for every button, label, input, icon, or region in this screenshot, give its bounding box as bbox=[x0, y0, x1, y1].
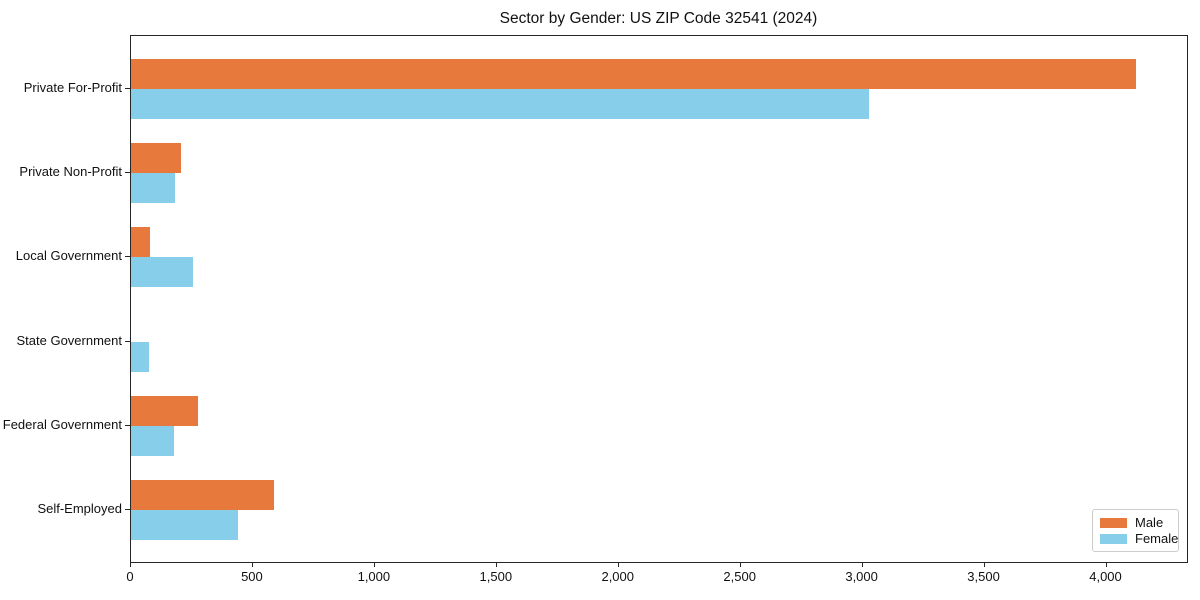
bar-female-private-non-profit bbox=[131, 173, 175, 204]
bar-female-federal-government bbox=[131, 425, 174, 456]
x-tick-label-1500: 1,500 bbox=[479, 569, 513, 584]
bar-male-private-for-profit bbox=[131, 59, 1136, 89]
bar-female-self-employed bbox=[131, 510, 239, 540]
x-tick-3500 bbox=[983, 563, 985, 567]
y-tick-private-for-profit bbox=[125, 88, 130, 89]
category-label-self-employed: Self-Employed bbox=[37, 501, 122, 516]
x-tick-2000 bbox=[617, 563, 619, 567]
x-tick-label-2000: 2,000 bbox=[601, 569, 635, 584]
x-tick-label-3000: 3,000 bbox=[845, 569, 878, 584]
legend-swatch-female bbox=[1100, 533, 1127, 544]
bar-female-private-for-profit bbox=[131, 89, 869, 119]
chart-title: Sector by Gender: US ZIP Code 32541 (202… bbox=[499, 10, 818, 27]
category-label-federal-government: Federal Government bbox=[2, 416, 122, 432]
x-tick-label-3500: 3,500 bbox=[967, 569, 1000, 584]
x-tick-1500 bbox=[495, 563, 497, 567]
legend-item-female: Female bbox=[1100, 531, 1178, 546]
x-tick-label-4000: 4,000 bbox=[1089, 569, 1122, 584]
category-label-local-government: Local Government bbox=[15, 248, 122, 264]
category-label-private-for-profit: Private For-Profit bbox=[23, 80, 122, 95]
bar-male-self-employed bbox=[131, 480, 274, 510]
x-tick-0 bbox=[130, 563, 131, 567]
y-tick-private-non-profit bbox=[125, 172, 130, 174]
legend-swatch-male bbox=[1100, 517, 1127, 528]
x-tick-3000 bbox=[861, 563, 863, 567]
bar-female-state-government bbox=[131, 341, 149, 372]
y-tick-federal-government bbox=[125, 424, 130, 426]
category-label-private-non-profit: Private Non-Profit bbox=[19, 164, 122, 180]
legend-item-male: Male bbox=[1100, 515, 1171, 530]
bar-male-federal-government bbox=[131, 395, 199, 426]
bar-male-private-non-profit bbox=[131, 143, 181, 174]
y-tick-local-government bbox=[125, 256, 130, 258]
bar-male-local-government bbox=[131, 227, 151, 258]
category-label-state-government: State Government bbox=[16, 332, 123, 348]
x-tick-label-2500: 2,500 bbox=[723, 569, 756, 584]
x-tick-label-0: 0 bbox=[126, 569, 134, 584]
x-tick-label-500: 500 bbox=[241, 569, 263, 584]
x-tick-4000 bbox=[1105, 563, 1107, 567]
x-tick-2500 bbox=[739, 563, 741, 567]
bar-female-local-government bbox=[131, 257, 194, 288]
y-tick-self-employed bbox=[125, 509, 130, 510]
y-tick-state-government bbox=[125, 340, 130, 342]
x-tick-label-1000: 1,000 bbox=[357, 569, 391, 584]
legend-label-female: Female bbox=[1135, 531, 1179, 546]
legend: Male Female bbox=[1092, 509, 1179, 552]
x-tick-500 bbox=[251, 563, 253, 567]
x-tick-1000 bbox=[373, 563, 375, 567]
legend-label-male: Male bbox=[1135, 515, 1164, 530]
plot-area bbox=[130, 35, 1188, 563]
